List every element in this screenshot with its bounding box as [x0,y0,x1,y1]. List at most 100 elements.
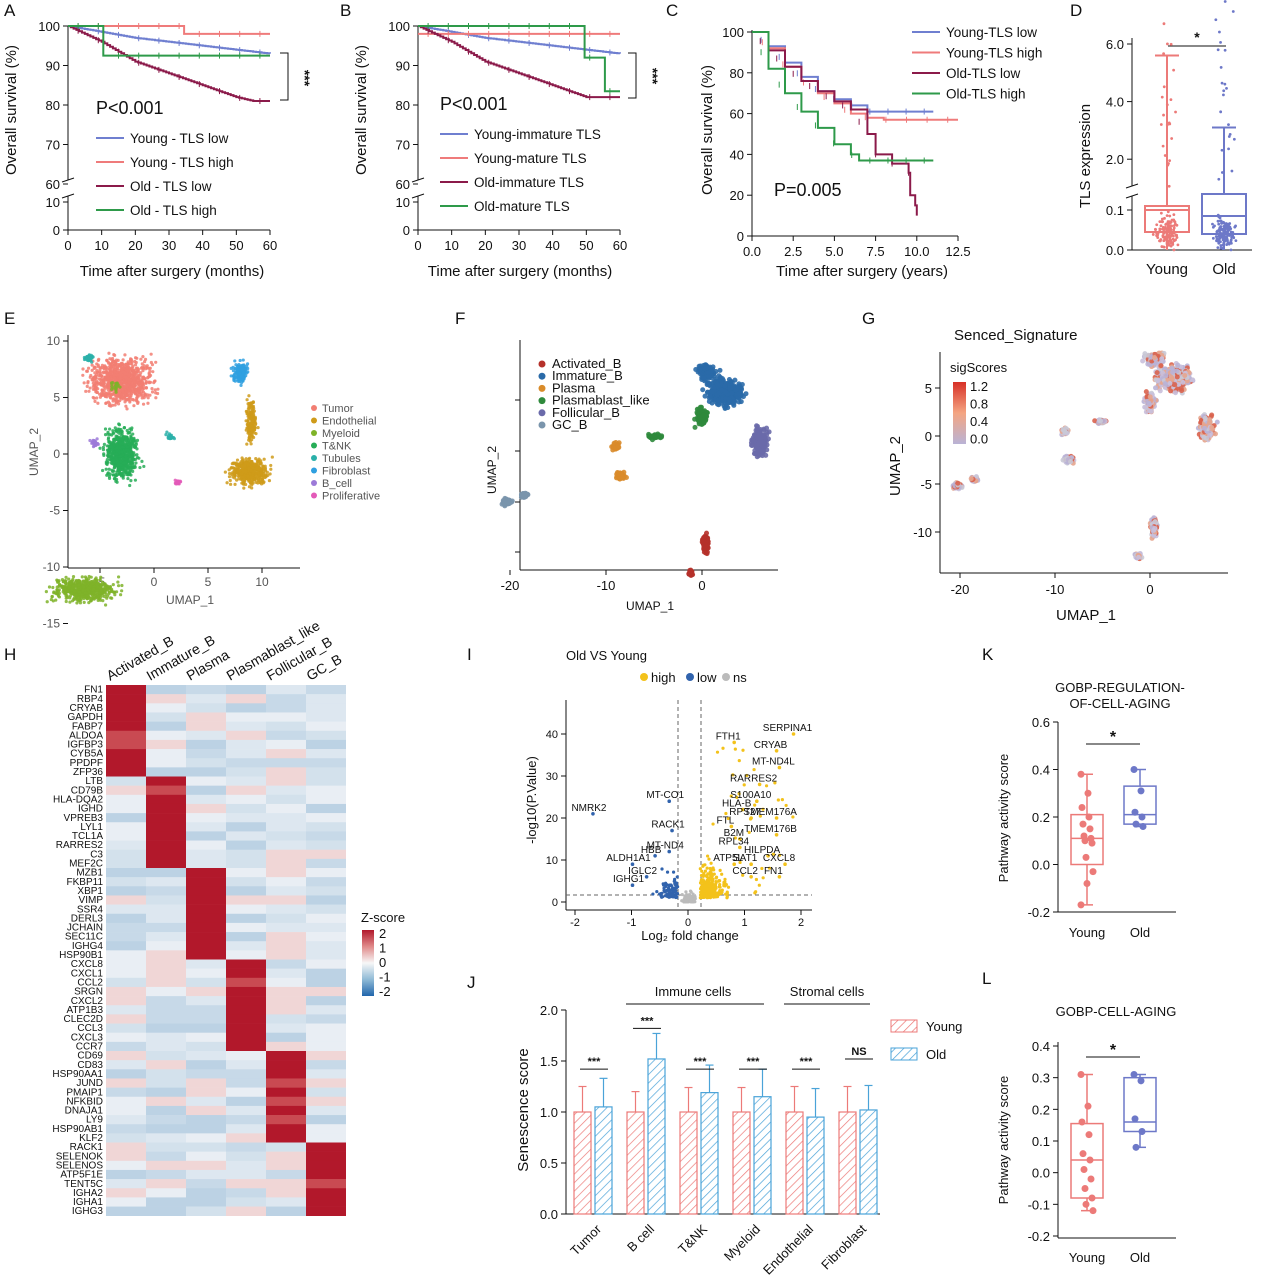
e-cell-point [240,458,244,463]
g-ytick-label: -5 [920,477,932,492]
e-cell-point [122,381,126,385]
e-cell-point [262,457,266,461]
g-ytick-label: 5 [925,381,932,396]
e-cell-point [92,594,96,599]
d-point [1171,234,1175,238]
e-cell-point [123,400,127,404]
e-cell-point [101,599,105,603]
e-cell-point [81,595,85,599]
e-cell-point [130,452,134,457]
d-point [1161,234,1165,238]
e-cell-point [258,461,263,465]
e-cell-point [138,465,142,470]
e-cell-point [51,599,55,603]
e-cell-point [223,470,227,474]
e-cell-point [131,368,136,373]
b-survival-curves [418,23,621,101]
e-legend-dot [311,430,317,436]
d-point [1174,233,1178,237]
f-cell-point [702,413,708,419]
e-cell-point [95,441,99,446]
e-cell-point [118,374,122,379]
e-cell-point [237,377,241,381]
e-cell-point [95,437,99,441]
e-cell-point [98,395,102,399]
e-cell-point [113,403,117,407]
e-cell-point [95,396,99,400]
e-cell-point [90,582,94,586]
f-x-ticks: -20 -10 0 [501,399,706,593]
a-ytick-label: 70 [46,138,60,153]
e-cell-point [150,386,154,391]
c-ytick-label: 20 [730,188,744,203]
e-cell-point [249,404,253,408]
d-point [1214,235,1218,238]
e-cell-point [176,479,180,483]
d-ytick-label: 6.0 [1106,37,1124,52]
e-cell-point [100,363,105,367]
f-cell-point [506,501,512,507]
b-legend-label: Young-mature TLS [474,151,587,166]
d-point [1175,236,1179,239]
c-curve-2 [752,31,918,216]
e-cell-point [131,432,135,436]
panel-a: Overall survival (%) Time after surgery … [3,19,313,280]
d-point [1226,238,1229,242]
d-point [1226,222,1230,226]
a-legend-label: Old - TLS low [130,179,212,194]
e-cell-point [110,356,115,361]
e-cell-point [85,369,89,373]
e-cell-point [61,585,65,589]
e-cell-point [259,469,263,473]
a-sig-bracket [280,52,289,101]
d-point [1219,65,1223,69]
e-cell-point [118,385,122,389]
b-sig: *** [645,68,661,85]
e-cell-point [231,369,236,373]
e-cell-point [103,393,107,397]
f-cell-point [707,393,713,399]
e-cell-point [119,454,123,458]
d-point [1169,42,1173,46]
e-cell-point [121,389,125,393]
f-cell-point [757,426,763,432]
e-cell-point [116,362,120,367]
c-curve-0 [752,31,934,113]
e-legend-dot [311,480,317,486]
e-cell-point [125,393,129,398]
e-cell-point [117,427,121,431]
d-point [1227,123,1230,127]
d-point [1169,239,1173,243]
e-cell-point [134,389,138,393]
e-cell-point [141,354,145,359]
e-cell-point [129,428,133,432]
g-ytick-label: 0 [925,429,932,444]
e-cell-point [147,380,151,384]
f-cell-point [650,433,656,439]
e-cell-point [142,464,146,469]
b-xtick-label: 20 [478,238,492,253]
d-point [1222,89,1226,93]
e-cell-point [131,458,135,462]
d-point [1219,246,1223,250]
e-legend-dot [311,492,317,499]
e-cell-point [87,389,91,393]
e-cell-point [139,371,143,375]
b-legend-label: Young-immature TLS [474,127,601,142]
f-cell-point [702,393,708,399]
e-legend-dot [311,455,317,461]
d-point [1166,210,1170,214]
e-cell-point [248,410,253,414]
e-cell-point [116,392,120,396]
e-x-ticks: -5 0 5 10 [95,568,269,589]
e-cell-point [245,410,249,414]
e-cell-point [122,426,126,430]
e-cell-point [240,475,245,479]
e-x-label: UMAP_1 [166,593,214,607]
e-cell-point [86,366,91,370]
e-cell-point [100,590,104,594]
e-cell-point [101,370,105,374]
e-cell-point [124,389,128,393]
e-cell-point [241,358,245,362]
d-point [1173,239,1176,243]
